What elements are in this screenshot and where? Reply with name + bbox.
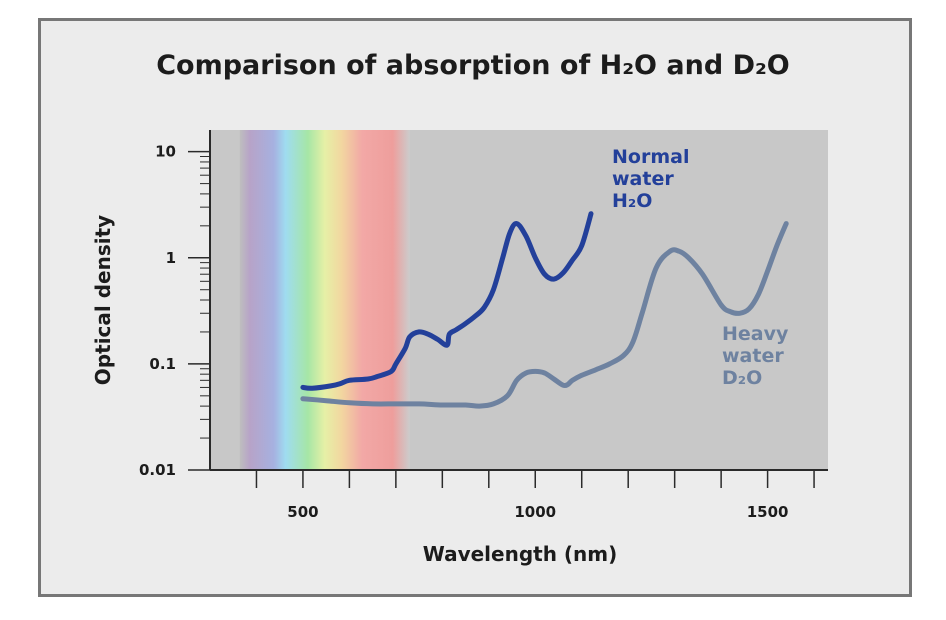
y-tick-label: 1 <box>166 249 176 267</box>
chart-title: Comparison of absorption of H₂O and D₂O <box>156 50 790 81</box>
axes: 0.01 0.1 1 10 500 1000 1500 <box>139 130 828 521</box>
y-tick-label: 10 <box>155 143 176 161</box>
d2o-series-line <box>300 221 789 409</box>
h2o-series-line <box>300 211 594 391</box>
y-axis-label: Optical density <box>91 215 115 385</box>
h2o-legend-label: H₂O <box>612 190 652 212</box>
x-tick-label: 500 <box>287 503 318 521</box>
d2o-legend-label: Heavy <box>722 323 789 345</box>
d2o-legend-label: D₂O <box>722 367 762 389</box>
visible-spectrum-band <box>239 130 410 470</box>
h2o-legend-label: water <box>612 168 674 190</box>
y-tick-label: 0.01 <box>139 461 176 479</box>
x-tick-label: 1000 <box>514 503 556 521</box>
x-axis-label: Wavelength (nm) <box>423 542 618 566</box>
x-tick-label: 1500 <box>747 503 789 521</box>
h2o-legend-label: Normal <box>612 146 689 168</box>
d2o-legend-label: water <box>722 345 784 367</box>
y-tick-label: 0.1 <box>149 355 176 373</box>
